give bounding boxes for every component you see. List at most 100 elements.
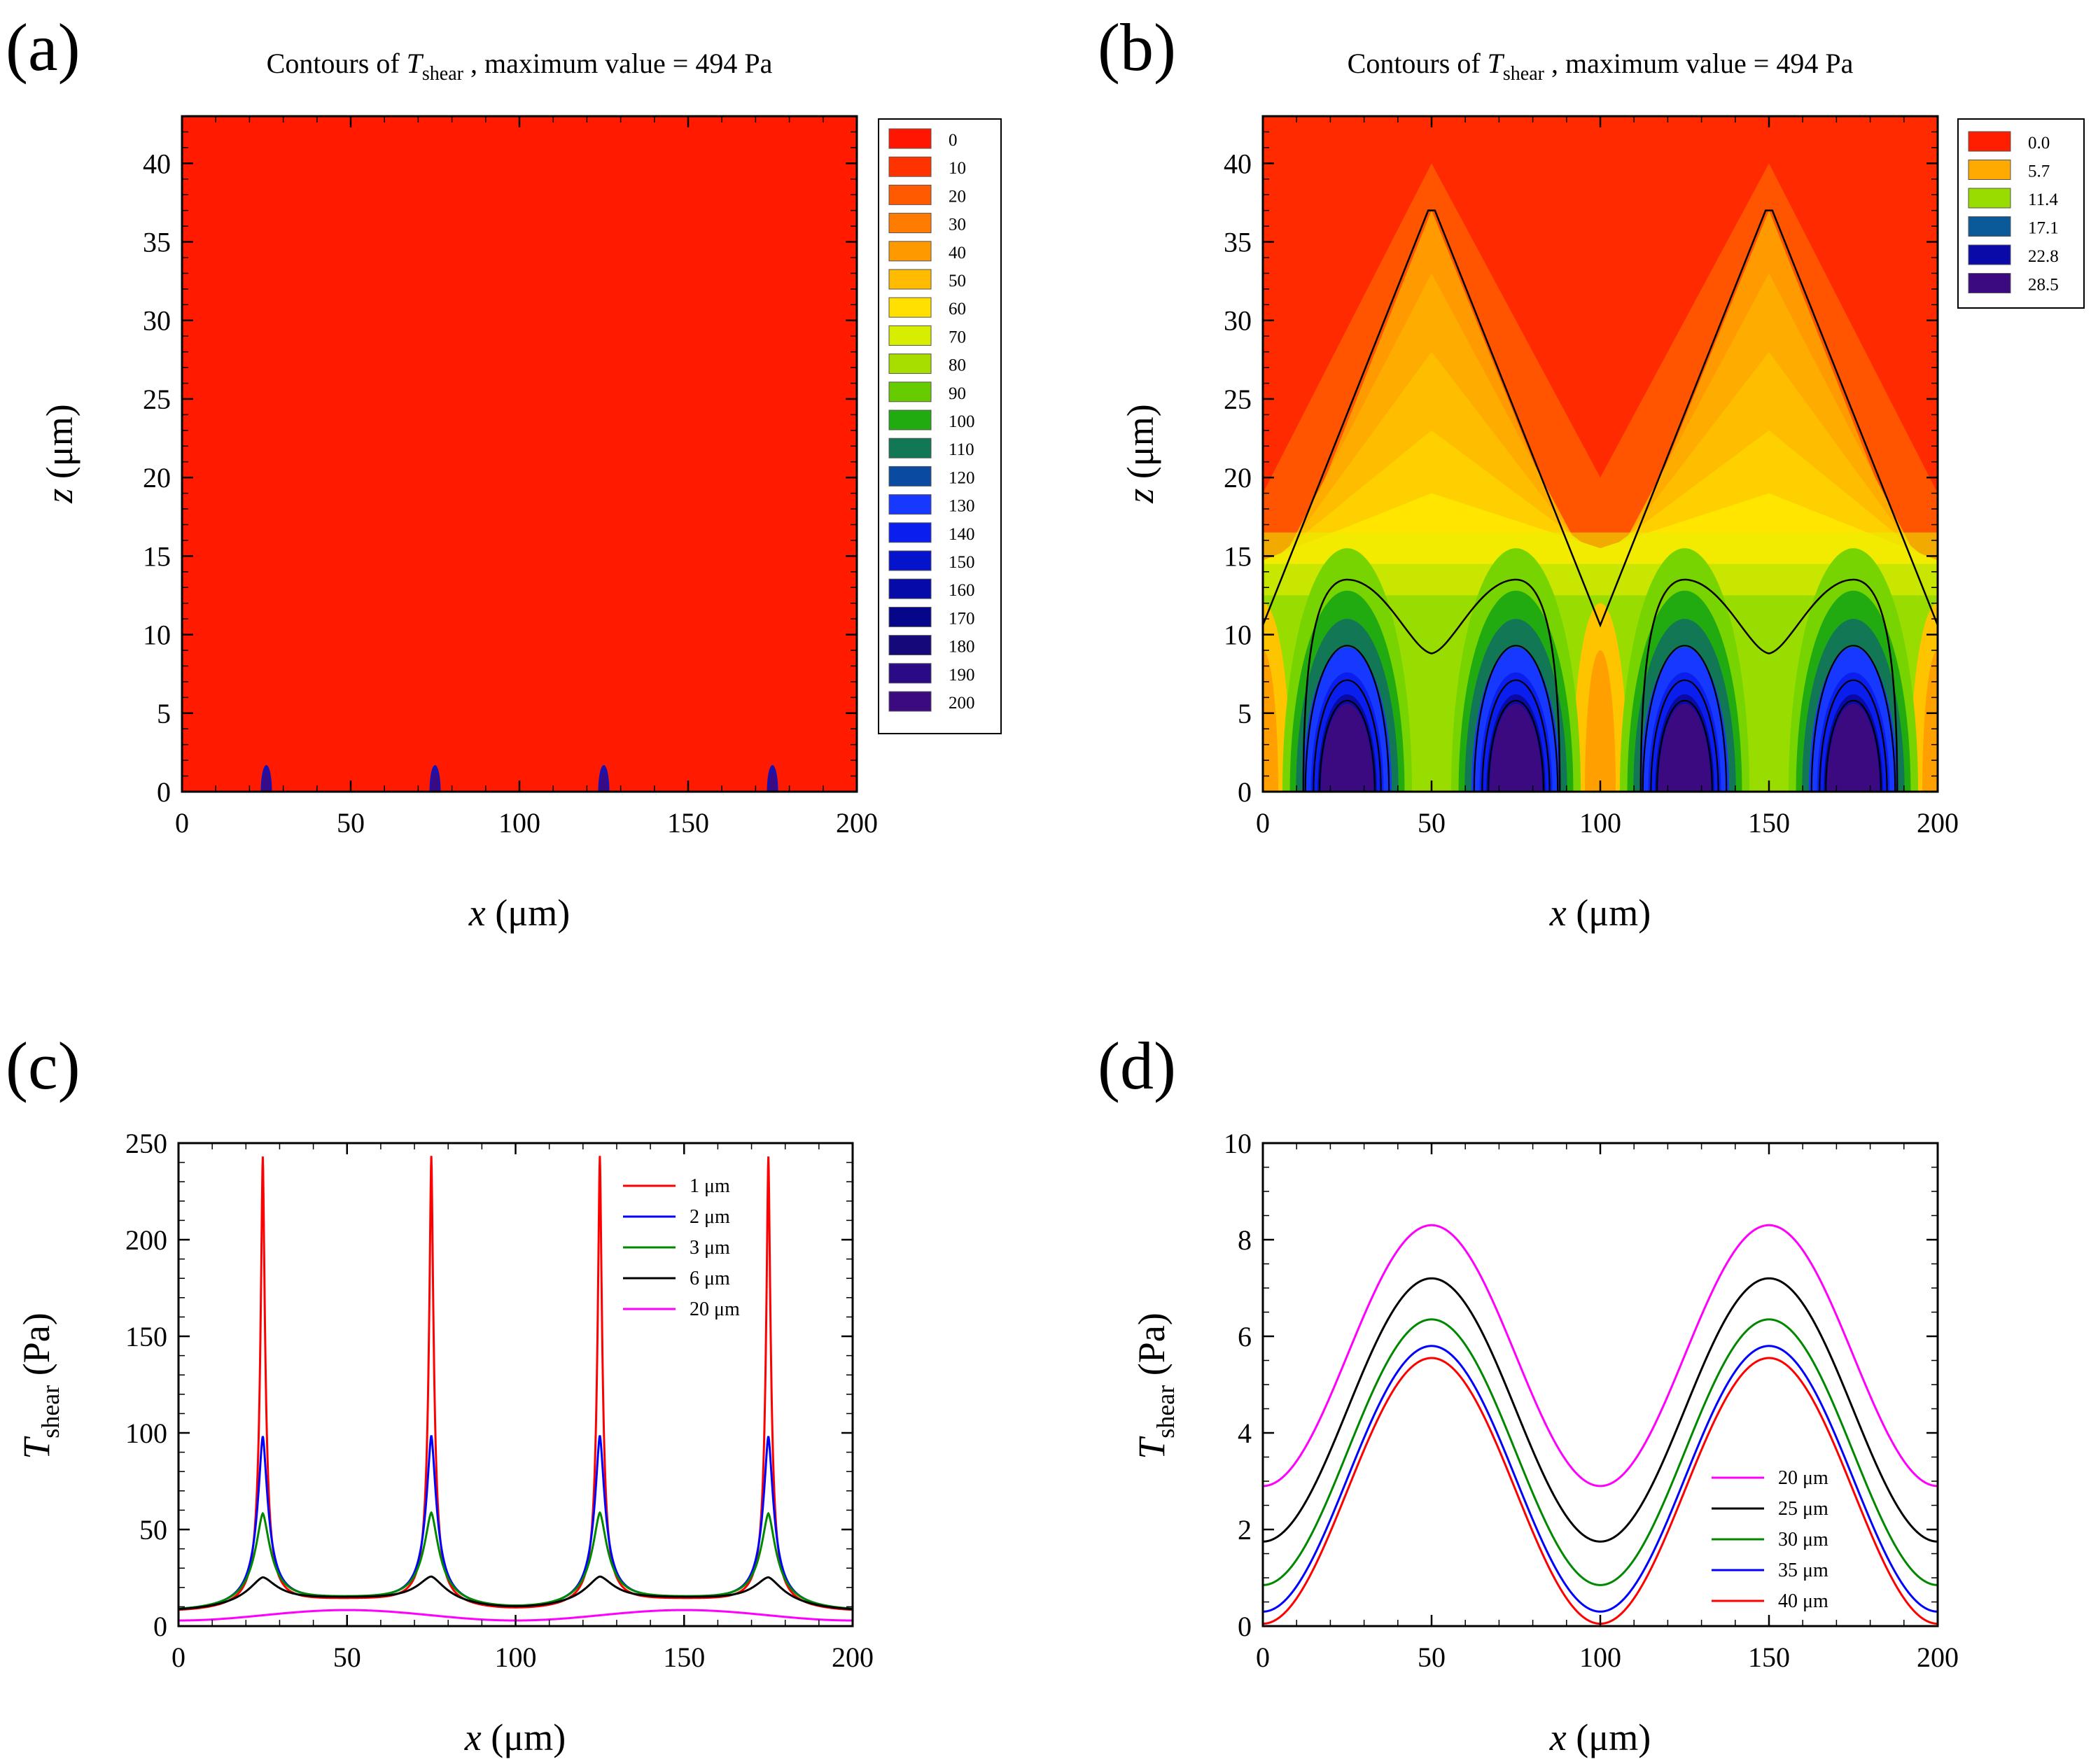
x-tick-label: 50 (1418, 807, 1446, 839)
legend-label: 80 (949, 356, 966, 375)
legend-label: 35 μm (1778, 1560, 1828, 1581)
contour-line-inner-0 (1304, 645, 1390, 792)
legend-label: 160 (949, 581, 975, 600)
y-tick-label: 35 (1224, 227, 1252, 258)
contour-fill-b (1263, 116, 1938, 792)
x-tick-label: 100 (498, 807, 540, 839)
legend-label: 3 μm (690, 1237, 730, 1259)
y-axis-label-d: Tshear (Pa) (1131, 1312, 1180, 1459)
series-line (1263, 1357, 1938, 1625)
legend-swatch (888, 325, 932, 346)
contour-line-inner-0 (1473, 645, 1559, 792)
y-tick-label: 8 (1238, 1224, 1252, 1256)
contour-hotspot (580, 729, 628, 792)
legend-label: 0.0 (2028, 134, 2050, 153)
legend-label: 110 (949, 440, 974, 459)
legend-label: 20 (949, 187, 966, 206)
contour-glow (337, 561, 533, 792)
legend-swatch (888, 663, 932, 684)
x-tick-label: 0 (172, 1642, 186, 1673)
legend-swatch (888, 635, 932, 656)
legend-swatch (888, 184, 932, 205)
x-tick-label: 100 (495, 1642, 537, 1673)
legend-label: 11.4 (2028, 190, 2058, 209)
contour-plot-a (182, 116, 857, 792)
panel-d-label: (d) (1098, 1028, 1176, 1103)
contour-glow (505, 561, 702, 792)
panel-d: (d) 0 50 100 150 200 0 2 4 6 8 10 20 μm 25 μm 30 μm 3… (1098, 1028, 1959, 1758)
x-tick-label: 0 (175, 807, 189, 839)
series-line (178, 1435, 853, 1610)
x-tick-label: 100 (1579, 1642, 1621, 1673)
y-tick-label: 5 (1238, 698, 1252, 729)
legend-label: 25 μm (1778, 1498, 1828, 1520)
contour-plot-b (1263, 116, 1938, 792)
legend-swatch (888, 522, 932, 543)
legend-swatch (888, 410, 932, 430)
legend-label: 70 (949, 328, 966, 346)
contour-line-pair (1639, 578, 1898, 792)
x-tick-label: 0 (1256, 807, 1270, 839)
legend-label: 0 (949, 131, 958, 150)
contour-line-inner-0 (1810, 645, 1896, 792)
y-tick-label: 5 (157, 698, 171, 729)
legend-swatch (1968, 131, 2011, 152)
series-line (178, 1156, 853, 1611)
legend-label: 28.5 (2028, 276, 2059, 295)
legend-label: 120 (949, 468, 975, 487)
legend-swatch (888, 269, 932, 290)
legend-label: 90 (949, 384, 966, 403)
plot-frame (1261, 1142, 1939, 1628)
contour-line-inner-2 (1318, 699, 1376, 792)
legend-swatch (1968, 216, 2011, 237)
line-plot-d (1263, 1224, 1938, 1625)
panel-a: (a) Contours of Tshear , maximum value =… (6, 10, 1002, 934)
x-axis-label-c: x (μm) (464, 1716, 566, 1758)
legend-label: 17.1 (2028, 219, 2059, 238)
legend-label: 20 μm (690, 1298, 740, 1320)
contour-line-outer (1263, 209, 1938, 628)
legend-label: 40 μm (1778, 1590, 1828, 1612)
series-line (1263, 1277, 1938, 1543)
contour-hotspot-inner (263, 772, 270, 792)
contour-lobe-6 (1320, 704, 1374, 792)
legend-swatch (888, 156, 932, 177)
contour-line-inner-2 (1824, 699, 1882, 792)
axes-a: 0 50 100 150 200 0 5 10 15 20 25 30 35 40 (143, 115, 878, 839)
y-tick-label: 40 (143, 148, 171, 179)
legend-label: 1 μm (690, 1175, 730, 1197)
legend-swatch (888, 241, 932, 262)
y-tick-label: 10 (1224, 620, 1252, 651)
x-tick-label: 50 (337, 807, 365, 839)
legend-label: 5.7 (2028, 162, 2050, 181)
contour-glow (182, 561, 365, 792)
panel-a-label: (a) (6, 10, 81, 85)
x-tick-label: 150 (1748, 807, 1790, 839)
legend-label: 30 μm (1778, 1529, 1828, 1550)
legend-swatch (888, 438, 932, 458)
legend-swatch (1968, 244, 2011, 265)
panel-b-label: (b) (1098, 10, 1176, 85)
y-tick-label: 40 (1224, 148, 1252, 179)
y-tick-label: 35 (143, 227, 171, 258)
y-tick-label: 25 (1224, 384, 1252, 415)
legend-swatch (888, 213, 932, 234)
legend-label: 200 (949, 694, 975, 713)
y-tick-label: 50 (139, 1514, 167, 1546)
x-tick-label: 50 (1418, 1642, 1446, 1673)
y-tick-label: 100 (125, 1418, 167, 1449)
legend-label: 10 (949, 159, 966, 178)
x-tick-label: 200 (836, 807, 878, 839)
series-line (1263, 1224, 1938, 1488)
axes-b: 0 50 100 150 200 0 5 10 15 20 25 30 35 40 (1224, 115, 1959, 839)
y-tick-label: 10 (1224, 1128, 1252, 1159)
legend-swatch (888, 128, 932, 149)
contour-hotspot-inner (431, 772, 439, 792)
legend-label: 150 (949, 553, 975, 572)
contour-valley-core (1263, 650, 1278, 792)
contour-line-inner-2 (1656, 699, 1714, 792)
legend-swatch (888, 297, 932, 318)
contour-line-pair (1302, 578, 1561, 792)
legend-swatch (888, 494, 932, 515)
